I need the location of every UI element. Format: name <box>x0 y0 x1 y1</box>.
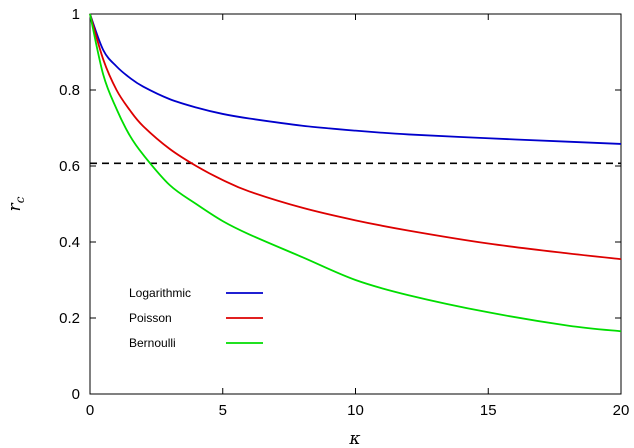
series-line-bernoulli <box>89 13 622 333</box>
y-axis-label: rc <box>5 196 27 211</box>
y-tick-label: 0.6 <box>59 158 80 175</box>
y-axis-label-sub: c <box>13 196 27 203</box>
y-tick-label: 1 <box>72 6 80 23</box>
x-tick-label: 0 <box>86 402 94 419</box>
ticks-layer: 0 5 10 15 20 0 0.2 0.4 0.6 0.8 1 <box>59 6 629 419</box>
x-tick-label: 20 <box>613 402 630 419</box>
legend: Logarithmic Poisson Bernoulli <box>129 286 263 350</box>
series-line-logarithmic <box>89 13 622 145</box>
legend-label-bernoulli: Bernoulli <box>129 336 176 350</box>
x-tick-label: 10 <box>347 402 364 419</box>
y-tick-label: 0.2 <box>59 310 80 327</box>
x-tick-label: 15 <box>480 402 497 419</box>
legend-label-poisson: Poisson <box>129 311 172 325</box>
x-tick-label: 5 <box>219 402 227 419</box>
series-line-poisson <box>89 13 622 260</box>
y-tick-label: 0.8 <box>59 82 80 99</box>
x-axis-label: κ <box>348 429 360 448</box>
y-tick-label: 0 <box>72 386 80 403</box>
series-layer <box>89 13 622 333</box>
y-tick-label: 0.4 <box>59 234 80 251</box>
legend-label-logarithmic: Logarithmic <box>129 286 191 300</box>
y-axis-label-main: r <box>5 202 25 211</box>
